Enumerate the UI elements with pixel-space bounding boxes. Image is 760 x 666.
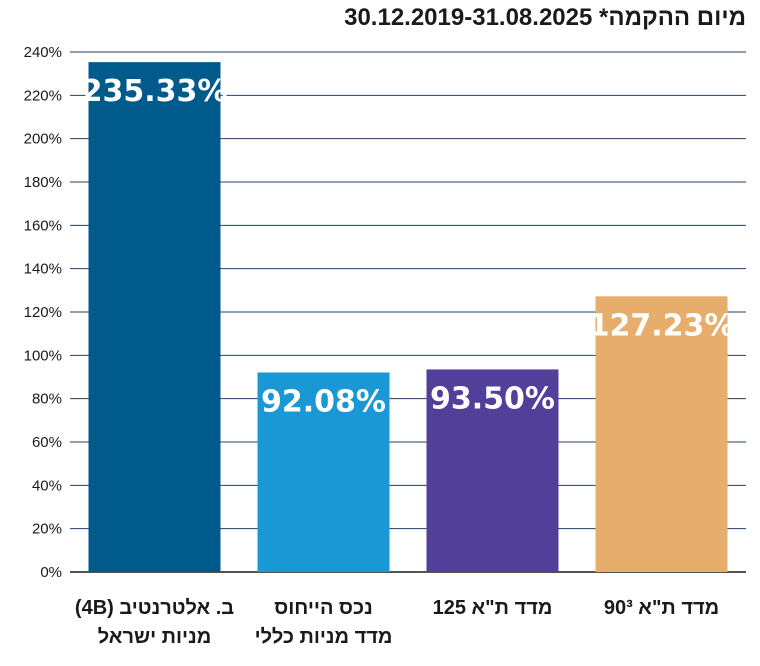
y-axis-ticks: 0% 20% 40% 60% 80% 100% 120% 140% 160% 180% 200% 22…: [24, 44, 62, 581]
y-tick-label: 220%: [24, 87, 62, 104]
category-label: מניות ישראל: [98, 626, 211, 648]
y-tick-label: 180%: [24, 174, 62, 191]
bar-value-label: 235.33%: [82, 74, 228, 109]
y-tick-label: 40%: [32, 477, 62, 494]
bar-value-label: 93.50%: [430, 381, 555, 416]
y-tick-label: 100%: [24, 347, 62, 364]
bar: [595, 296, 728, 572]
y-tick-label: 160%: [24, 217, 62, 234]
category-label: מדד מניות כללי: [255, 626, 393, 648]
y-tick-label: 20%: [32, 521, 62, 538]
bar: [88, 62, 221, 572]
bar: [257, 372, 390, 572]
y-tick-label: 80%: [32, 391, 62, 408]
category-label: נכס הייחוס: [274, 597, 372, 619]
chart-title: מיום ההקמה* 30.12.2019-31.08.2025: [344, 4, 746, 31]
bar-value-label: 92.08%: [261, 384, 386, 419]
bar: [426, 369, 559, 572]
y-tick-label: 240%: [24, 44, 62, 61]
y-tick-label: 120%: [24, 304, 62, 321]
bars: [88, 62, 728, 572]
bar-value-label: 127.23%: [589, 308, 735, 343]
category-label: ב. אלטרנטיב (4B): [75, 597, 234, 619]
category-label: מדד ת"א 90³: [604, 597, 719, 619]
y-tick-label: 0%: [40, 564, 62, 581]
category-label: מדד ת"א 125: [433, 597, 553, 619]
y-tick-label: 140%: [24, 261, 62, 278]
y-tick-label: 200%: [24, 131, 62, 148]
bar-value-labels: 235.33% 92.08% 93.50% 127.23%: [82, 74, 735, 419]
y-tick-label: 60%: [32, 434, 62, 451]
category-labels: ב. אלטרנטיב (4B) מניות ישראל נכס הייחוס מדד…: [75, 597, 719, 648]
